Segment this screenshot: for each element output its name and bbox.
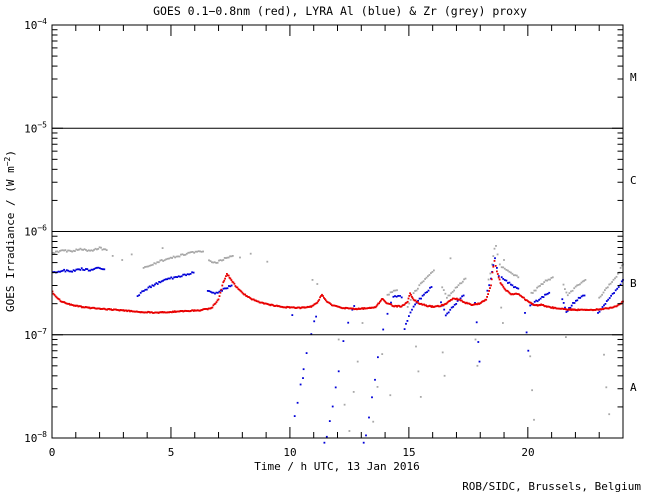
flare-class-label-m: M <box>630 71 637 84</box>
y-axis-label: GOES Irradiance / (W m−2) <box>3 150 17 312</box>
x-tick-label-5: 5 <box>168 446 175 459</box>
x-tick-label-20: 20 <box>521 446 534 459</box>
flare-class-labels: M C B A <box>630 71 637 394</box>
series-goes <box>51 260 624 314</box>
y-tick-label: 10−6 <box>24 224 47 239</box>
data-series-layer <box>51 245 624 444</box>
x-tick-label-0: 0 <box>49 446 56 459</box>
flare-class-label-a: A <box>630 381 637 394</box>
x-tick-label-10: 10 <box>283 446 296 459</box>
series-lyra-al <box>52 257 624 444</box>
y-tick-label: 10−4 <box>24 17 47 32</box>
x-tick-label-15: 15 <box>402 446 415 459</box>
flare-class-label-c: C <box>630 174 637 187</box>
x-axis-label: Time / h UTC, 13 Jan 2016 <box>254 460 420 473</box>
chart-title: GOES 0.1−0.8nm (red), LYRA Al (blue) & Z… <box>153 4 527 18</box>
axes-layer <box>51 24 624 439</box>
series-lyra-zr <box>52 245 624 432</box>
x-tick-labels: 0 5 10 15 20 <box>49 446 535 459</box>
y-tick-label: 10−5 <box>24 120 47 135</box>
y-tick-labels: 10−4 10−5 10−6 10−7 10−8 <box>24 17 47 445</box>
credit-text: ROB/SIDC, Brussels, Belgium <box>462 480 641 493</box>
flare-class-label-b: B <box>630 277 637 290</box>
y-tick-label: 10−8 <box>24 430 47 445</box>
y-tick-label: 10−7 <box>24 327 47 342</box>
